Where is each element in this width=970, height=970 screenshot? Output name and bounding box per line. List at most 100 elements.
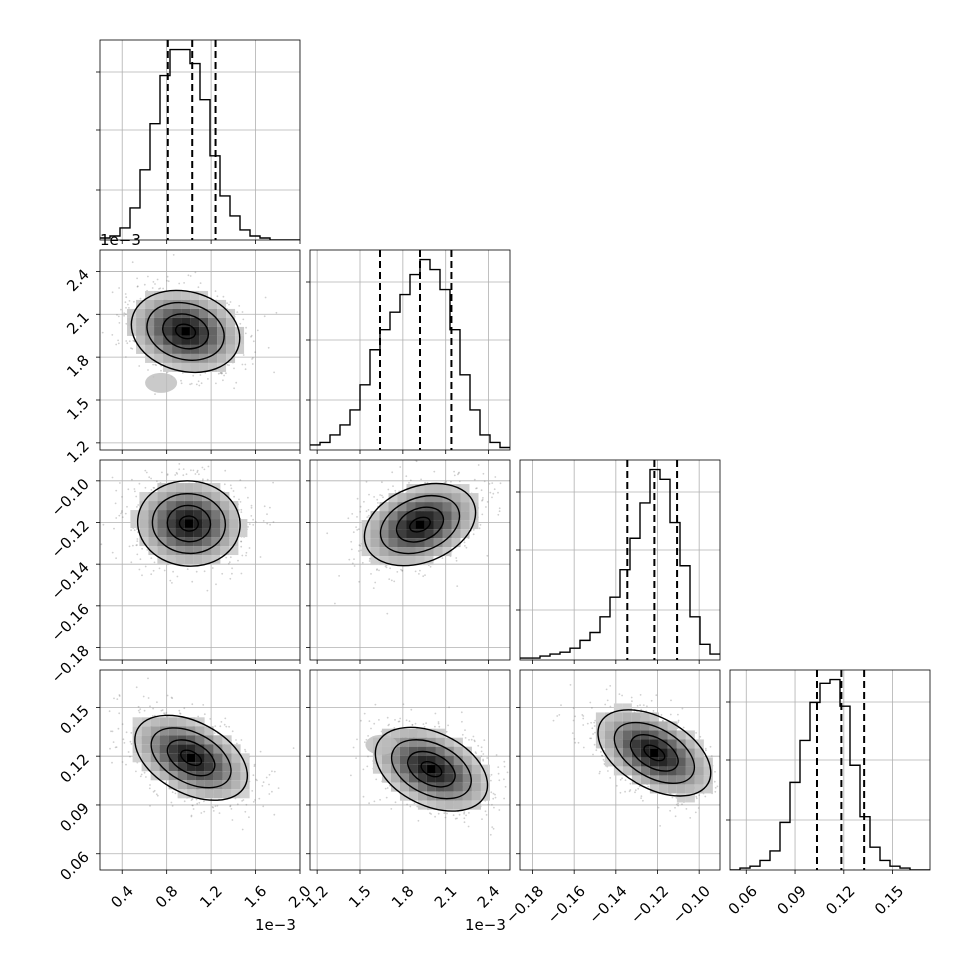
sample-point [218,812,221,814]
sample-point [229,577,232,580]
contour-level-0 [134,714,249,801]
sample-point [179,712,181,715]
sample-point [136,544,138,546]
sample-point [389,567,391,570]
density-cell [181,353,191,363]
density-cell [166,483,176,493]
histogram-step-line [100,48,300,240]
sample-point [240,508,243,511]
sample-point [195,383,198,386]
density-panel-0-2 [100,460,300,660]
sample-point [455,557,458,559]
sample-point [411,723,414,726]
density-cell [175,546,185,556]
sample-point [369,558,371,560]
density-cell [150,744,160,754]
sample-point [117,339,119,342]
density-cell [388,520,398,530]
contour-level-3 [180,749,203,767]
sample-point [229,805,232,808]
sample-point [136,506,138,508]
density-cell [442,511,452,521]
sample-point [136,540,139,542]
density-cell [208,326,218,336]
density-cell [172,335,182,345]
sample-point [219,372,222,374]
sample-point [434,815,436,818]
density-cell [157,492,167,502]
density-cell [193,501,203,511]
sample-point [125,340,128,342]
sample-point [161,471,163,474]
sample-point [492,792,495,795]
sample-point [482,758,484,761]
density-cell [451,511,461,521]
density-cell [136,335,146,345]
sample-point [244,486,247,489]
sample-point [266,513,268,516]
density-cell [208,317,218,327]
sample-point [160,369,162,372]
sample-point [252,340,255,343]
density-cell [442,538,452,548]
density-cell [157,537,167,547]
density-cell [433,511,443,521]
sample-point [491,826,494,828]
sample-point [498,510,501,513]
sample-point [414,570,417,573]
density-cell [379,556,389,566]
contour-level-2 [166,504,212,543]
sample-point [206,478,209,481]
density-cell [220,510,230,520]
density-cell [139,537,149,547]
density-cell [139,528,149,538]
sample-point [461,733,464,736]
density-cell [240,789,250,799]
sample-point [229,301,232,303]
sample-point [212,810,215,812]
sample-point [482,753,485,755]
sample-point [130,732,133,734]
sample-point [503,760,506,763]
sample-point [476,487,478,489]
sample-point [166,473,169,475]
density-cell [193,483,203,493]
sample-point [247,496,249,499]
sample-point [482,497,484,499]
sample-point [367,755,369,758]
sample-point [203,468,206,471]
density-cell [199,362,209,372]
density-cell [130,510,140,520]
sample-point [262,520,265,522]
secondary-mode [145,372,178,393]
density-cell [370,520,380,530]
density-cell [424,511,434,521]
sample-point [370,727,372,730]
sample-point [252,800,255,803]
density-cell [202,501,212,511]
sample-point [127,488,130,491]
sample-point [139,708,142,711]
sample-point [460,711,463,714]
sample-point [170,696,173,699]
sample-point [253,765,256,767]
sample-point [202,704,205,706]
sample-point [365,480,368,483]
sample-point [123,314,125,317]
density-cell [175,483,185,493]
density-cell [195,789,205,799]
sample-point [122,738,125,741]
sample-point [200,812,203,814]
sample-point [197,286,200,289]
sample-point [228,725,231,728]
sample-point [437,812,440,815]
sample-point [495,754,498,756]
sample-point [239,322,242,325]
sample-point [178,468,181,471]
sample-point [244,363,247,366]
sample-point [229,484,232,487]
sample-point [158,288,160,290]
sample-point [121,496,123,498]
sample-point [267,346,270,349]
sample-point [391,471,394,474]
